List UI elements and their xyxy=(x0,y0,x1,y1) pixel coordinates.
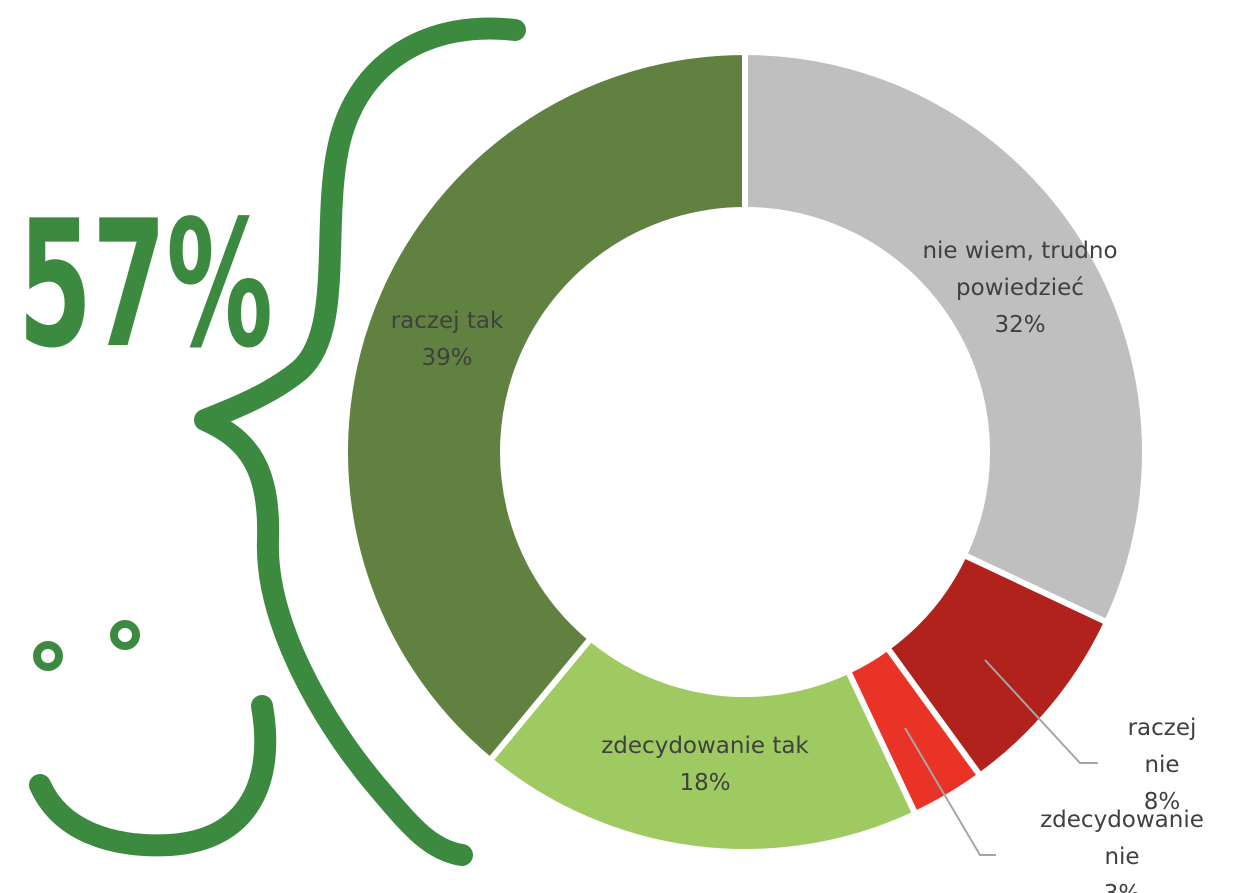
data-label: zdecydowanie nie 3% xyxy=(1040,802,1204,893)
eye xyxy=(110,620,140,650)
mouth xyxy=(29,695,277,857)
donut-segment xyxy=(342,48,748,765)
category-label: zdecydowanie nie xyxy=(1040,806,1204,870)
value-label: 8% xyxy=(1143,788,1181,815)
category-label: raczej tak xyxy=(390,308,504,335)
brace xyxy=(194,17,526,866)
hand-drawing xyxy=(29,17,526,866)
donut-segment xyxy=(485,634,920,855)
leader-line xyxy=(984,659,1098,764)
category-label: raczej nie xyxy=(1127,714,1197,778)
eye xyxy=(33,641,63,671)
data-label: nie wiem, trudno powiedzieć 32% xyxy=(895,233,1145,343)
value-label: 18% xyxy=(679,770,731,796)
data-label: raczej nie 8% xyxy=(1123,710,1202,820)
data-label: zdecydowanie tak 18% xyxy=(601,728,809,802)
leader-line xyxy=(904,727,996,856)
value-label: 39% xyxy=(421,345,473,371)
donut-segment xyxy=(742,48,1148,627)
annotation: 57% xyxy=(18,184,273,387)
value-label: 32% xyxy=(994,311,1046,338)
category-label: zdecydowanie tak xyxy=(601,733,809,760)
data-label: raczej tak 39% xyxy=(391,303,504,377)
value-label: 3% xyxy=(1040,875,1204,893)
category-label: nie wiem, trudno powiedzieć xyxy=(922,237,1118,301)
